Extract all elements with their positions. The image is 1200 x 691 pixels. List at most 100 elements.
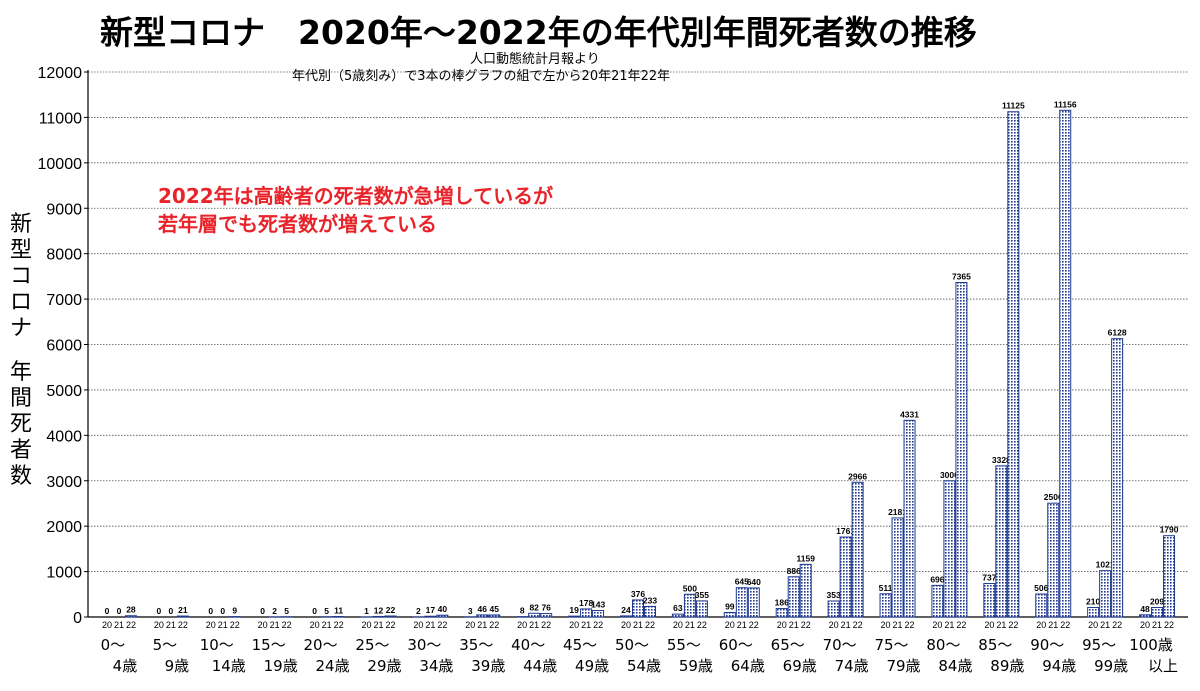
bar (488, 614, 501, 618)
x-category-label-line-2: 19歳 (264, 657, 298, 675)
bar-value-label: 1159 (796, 553, 815, 563)
bar-year-label: 22 (334, 620, 344, 630)
bar-value-label: 186 (775, 598, 789, 608)
bar-year-label: 21 (114, 620, 124, 630)
y-tick-label: 1000 (46, 565, 82, 582)
bar-year-label: 20 (1036, 620, 1046, 630)
bar-value-label: 0 (105, 606, 110, 616)
bar-value-label: 3 (468, 606, 473, 616)
x-category-label-line-1: 10～ (200, 636, 234, 654)
bar-value-label: 17 (426, 605, 436, 615)
bar-value-label: 5 (284, 606, 289, 616)
bar-year-label: 20 (517, 620, 527, 630)
y-tick-label: 12000 (38, 65, 83, 82)
bar-value-label: 0 (168, 606, 173, 616)
bar-year-label: 21 (477, 620, 487, 630)
x-category-label-line-1: 70～ (823, 636, 857, 654)
bar-value-label: 8 (520, 606, 525, 616)
bar (983, 583, 996, 618)
x-category-label-line-2: 14歳 (212, 657, 246, 675)
bar-value-label: 19 (569, 605, 579, 615)
bar (775, 608, 788, 618)
bar-value-label: 24 (621, 605, 631, 615)
bar-year-label: 20 (258, 620, 268, 630)
annotation-line-2: 若年層でも死者数が増えている (158, 212, 437, 236)
bar-year-label: 21 (789, 620, 799, 630)
bar (528, 612, 541, 618)
x-category-label-line-2: 89歳 (990, 657, 1024, 675)
bar (124, 615, 137, 618)
y-axis-label-line-2: 年間死者数 (6, 360, 36, 490)
x-category-label-line-1: 50～ (615, 636, 649, 654)
bar (592, 610, 605, 618)
bar-value-label: 511 (879, 583, 893, 593)
bar-year-label: 20 (465, 620, 475, 630)
bar (372, 615, 385, 618)
bar-value-label: 696 (930, 574, 944, 584)
bar-value-label: 9 (232, 606, 237, 616)
bar-year-label: 20 (413, 620, 423, 630)
bar-year-label: 22 (749, 620, 759, 630)
bar-value-label: 210 (1086, 596, 1100, 606)
bar-value-label: 209 (1150, 597, 1164, 607)
annotation-line-1: 2022年は高齢者の死者数が急増しているが (158, 184, 554, 208)
bar-value-label: 886 (787, 566, 801, 576)
y-tick-label: 8000 (46, 247, 82, 264)
chart-annotation: 2022年は高齢者の死者数が急増しているが 若年層でも死者数が増えている (158, 182, 553, 238)
bar-value-label: 143 (591, 600, 605, 610)
bar (620, 615, 632, 618)
x-category-label-line-1: 80～ (926, 636, 960, 654)
bar-year-label: 22 (593, 620, 603, 630)
x-category-label-line-1: 0～ (101, 636, 126, 654)
y-tick-label: 9000 (46, 201, 82, 218)
bar-value-label: 3328 (992, 455, 1011, 465)
bar-year-label: 20 (932, 620, 942, 630)
x-category-label-line-1: 60～ (719, 636, 753, 654)
bar-value-label: 500 (683, 583, 697, 593)
bar-value-label: 45 (490, 604, 500, 614)
bar-value-label: 7365 (952, 272, 971, 282)
bar-value-label: 4331 (900, 409, 919, 419)
bar (476, 614, 489, 618)
y-axis-label: 新型コロナ 年間死者数 (6, 212, 36, 490)
bar-value-label: 5 (324, 606, 329, 616)
bar-value-label: 1021 (1096, 560, 1115, 570)
bar-value-label: 3000 (940, 470, 959, 480)
bar-year-label: 20 (673, 620, 683, 630)
bar (671, 613, 684, 618)
chart-subtitle-description: 年代別（5歳刻み）で3本の棒グラフの組で左から20年21年22年 (292, 69, 671, 84)
x-category-label-line-1: 45～ (563, 636, 597, 654)
bar-year-label: 22 (1164, 620, 1174, 630)
x-category-label-line-2: 29歳 (367, 657, 401, 675)
bar (735, 587, 748, 618)
bar-year-label: 21 (529, 620, 539, 630)
bar-year-label: 21 (893, 620, 903, 630)
bar (683, 593, 696, 618)
x-category-label-line-2: 69歳 (783, 657, 817, 675)
bar-value-label: 11156 (1054, 99, 1077, 109)
bar-year-label: 22 (1060, 620, 1070, 630)
bar-year-label: 22 (697, 620, 707, 630)
y-tick-label: 10000 (38, 156, 83, 173)
chart-title: 新型コロナ 2020年～2022年の年代別年間死者数の推移 (100, 13, 977, 52)
y-axis-label-line-1: 新型コロナ (6, 212, 36, 342)
x-category-label-line-1: 55～ (667, 636, 701, 654)
bar-year-label: 20 (881, 620, 891, 630)
y-axis-label-char: 新 (9, 212, 32, 237)
bar-year-label: 21 (1100, 620, 1110, 630)
bar (955, 282, 968, 618)
bar-value-label: 1790 (1160, 525, 1179, 535)
bar-value-label: 2 (416, 606, 421, 616)
bar-year-label: 20 (102, 620, 112, 630)
bar-value-label: 99 (725, 602, 735, 612)
bar (879, 593, 892, 618)
bar-value-label: 0 (312, 606, 317, 616)
bar (943, 480, 956, 618)
bar (540, 613, 553, 618)
bar (1035, 593, 1048, 618)
bar-year-label: 22 (801, 620, 811, 630)
y-tick-label: 3000 (46, 474, 82, 491)
bar-year-label: 22 (126, 620, 136, 630)
bar-value-label: 11125 (1002, 101, 1025, 111)
x-category-label-line-2: 74歳 (835, 657, 869, 675)
